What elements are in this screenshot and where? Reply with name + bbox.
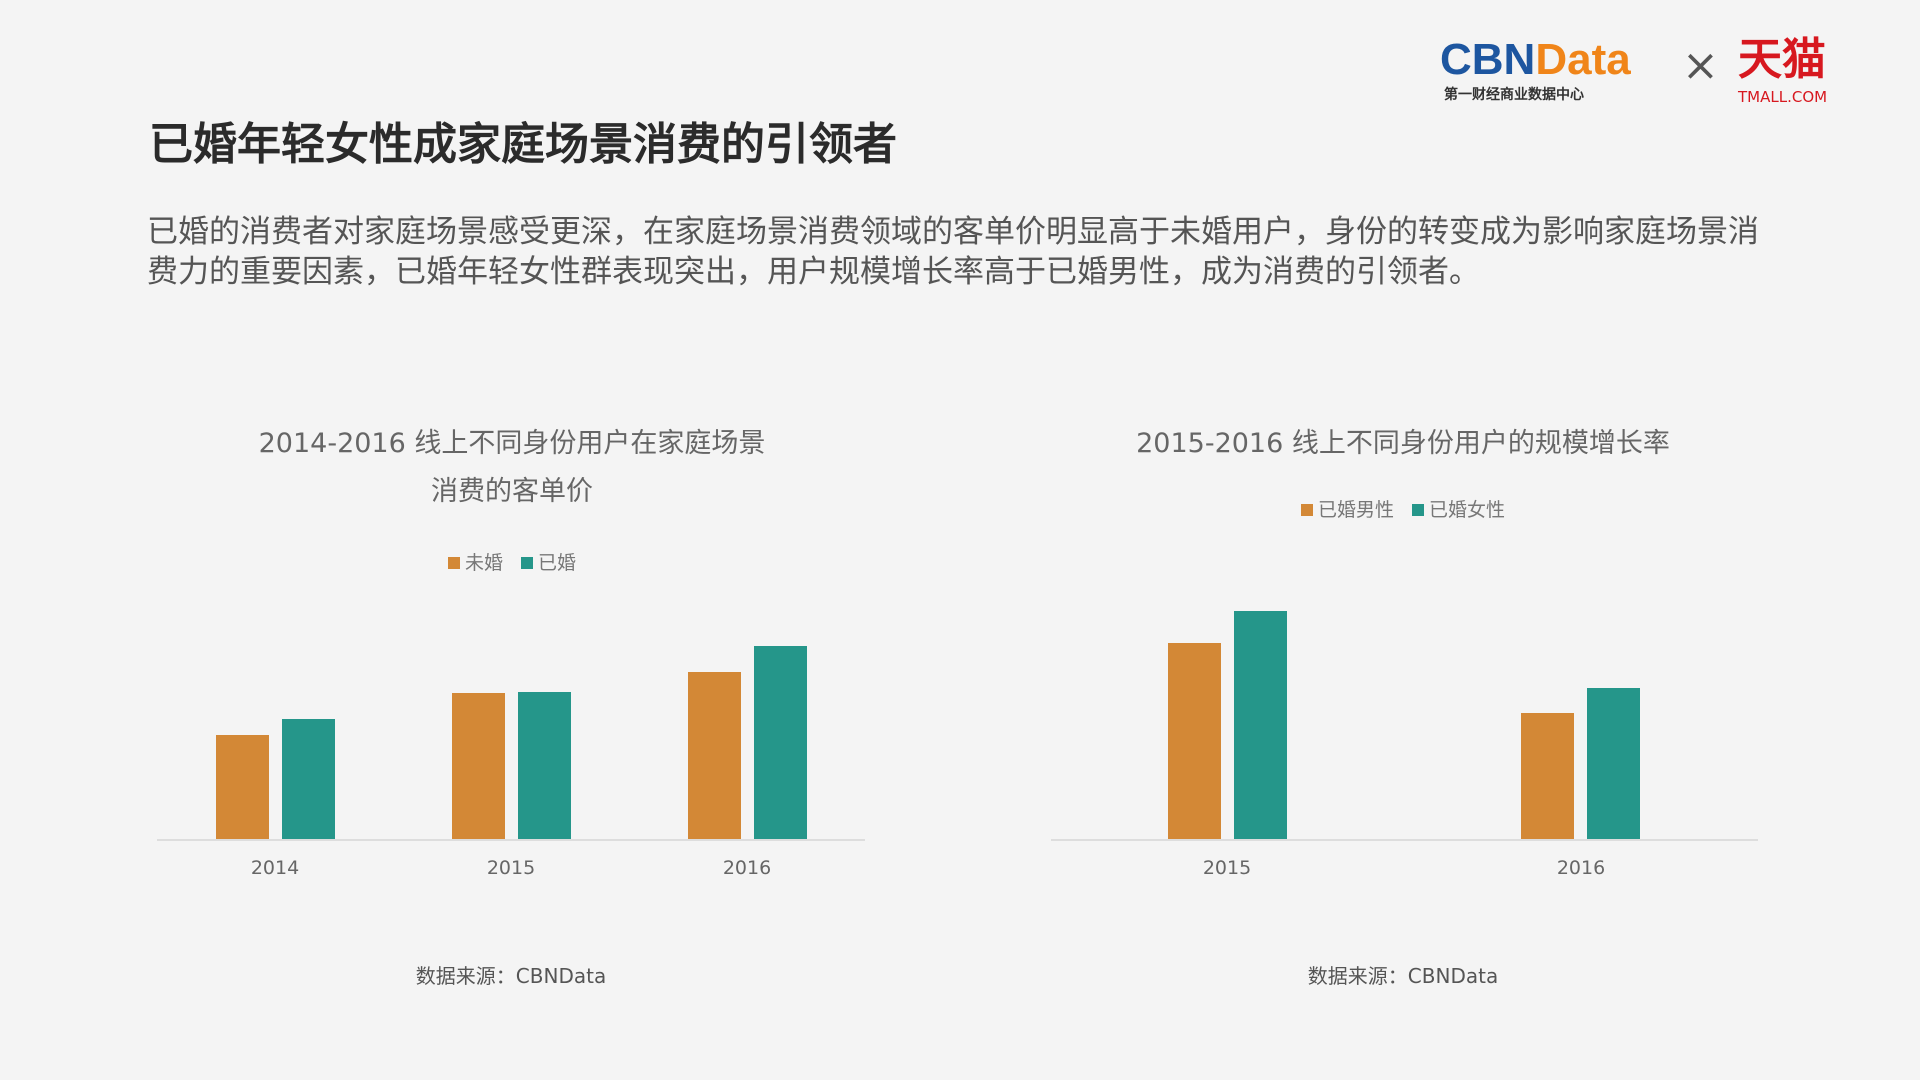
bar-2016-已婚男性 (1521, 712, 1574, 839)
legend-swatch (521, 557, 533, 569)
x-tick-label: 2016 (1556, 857, 1606, 879)
chart1-baseline (157, 839, 865, 841)
legend-label: 已婚女性 (1429, 499, 1506, 521)
bar-2016-已婚 (754, 645, 807, 839)
chart1-source: 数据来源：CBNData (415, 964, 607, 988)
chart2-title-line1: 2015-2016 线上不同身份用户的规模增长率 (1136, 428, 1670, 459)
chart2-source: 数据来源：CBNData (1307, 964, 1499, 988)
legend-swatch (1300, 504, 1313, 516)
bar-2015-未婚 (452, 693, 505, 839)
chart1-title-line2: 消费的客单价 (431, 476, 593, 507)
logo-cbn: CBN (1440, 35, 1536, 84)
description: 已婚的消费者对家庭场景感受更深，在家庭场景消费领域的客单价明显高于未婚用户，身份… (147, 214, 1759, 290)
bar-2014-未婚 (216, 734, 269, 839)
legend-swatch (447, 557, 460, 569)
legend-item: 未婚 (447, 548, 503, 575)
tmall-subtitle: TMALL.COM (1738, 88, 1828, 106)
chart1-legend: 未婚 已婚 (162, 548, 862, 575)
chart1-title: 2014-2016 线上不同身份用户在家庭场景 消费的客单价 (162, 420, 862, 516)
bar-2014-已婚 (282, 718, 335, 839)
bar-2015-已婚女性 (1234, 611, 1287, 839)
chart2-title: 2015-2016 线上不同身份用户的规模增长率 (1053, 420, 1753, 468)
tmall-logo: 天猫 (1738, 34, 1826, 85)
legend-label: 已婚 (538, 552, 577, 574)
cbndata-logo: CBNData (1440, 38, 1631, 82)
legend-label: 未婚 (464, 552, 503, 574)
logo-subtitle: 第一财经商业数据中心 (1444, 87, 1584, 103)
chart1-title-line1: 2014-2016 线上不同身份用户在家庭场景 (258, 428, 766, 459)
x-tick-label: 2014 (250, 857, 300, 879)
legend-item: 已婚男性 (1300, 495, 1394, 522)
legend-label: 已婚男性 (1317, 499, 1394, 521)
bar-2015-已婚男性 (1168, 643, 1221, 839)
chart2-baseline (1051, 839, 1758, 841)
bar-2015-已婚 (518, 692, 571, 839)
bar-2016-未婚 (688, 672, 741, 839)
logo: CBNData 第一财经商业数据中心 × 天猫 TMALL.COM (1440, 38, 1830, 110)
x-tick-label: 2015 (486, 857, 536, 879)
times-icon: × (1682, 40, 1719, 91)
logo-data: Data (1535, 35, 1631, 84)
legend-item: 已婚女性 (1412, 495, 1505, 522)
legend-swatch (1412, 504, 1424, 516)
page-title: 已婚年轻女性成家庭场景消费的引领者 (149, 119, 897, 170)
chart2-legend: 已婚男性 已婚女性 (1053, 495, 1753, 522)
legend-item: 已婚 (521, 548, 576, 575)
x-tick-label: 2015 (1202, 857, 1252, 879)
bar-2016-已婚女性 (1587, 688, 1640, 839)
x-tick-label: 2016 (722, 857, 772, 879)
